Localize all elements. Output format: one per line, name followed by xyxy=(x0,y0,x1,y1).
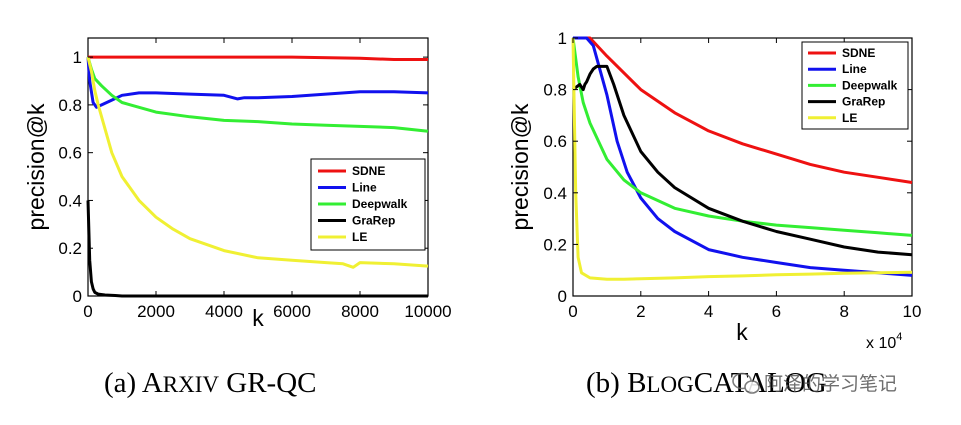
x-tick-label: 8 xyxy=(839,302,848,321)
y-axis-label: precision@k xyxy=(23,103,49,230)
y-tick-label: 1 xyxy=(73,48,82,67)
caption-b: (b) BLOGCATALOG xyxy=(586,367,827,399)
series-layer xyxy=(571,36,913,281)
x-tick-label: 2000 xyxy=(137,302,175,321)
x-ticks: 0 2000 4000 6000 8000 10000 xyxy=(83,38,452,321)
series-line-le xyxy=(86,56,429,269)
y-tick-label: 0.4 xyxy=(543,184,567,203)
series-line-line xyxy=(573,36,913,277)
y-tick-label: 0.6 xyxy=(58,144,82,163)
series-line-line xyxy=(86,56,429,109)
chart-blogcatalog: 0 2 4 6 8 10 00.20.40.60.81 k x 104 precision… xyxy=(507,29,921,352)
y-tick-label: 0.4 xyxy=(58,191,82,210)
y-ticks: 0 0.2 0.4 0.6 0.8 1 xyxy=(58,48,428,306)
x-tick-label: 2 xyxy=(636,302,645,321)
chart-arxiv: 0 2000 4000 6000 8000 10000 00.20.40.60.81 k … xyxy=(23,37,452,331)
series-line-deepwalk xyxy=(571,37,913,237)
y-tick-label: 1 xyxy=(558,29,567,48)
legend-label-le: LE xyxy=(842,111,857,125)
series-line-sdne xyxy=(573,36,913,184)
y-tick-label: 0.2 xyxy=(543,235,567,254)
plot-frame xyxy=(572,37,913,297)
x-tick-label: 8000 xyxy=(341,302,379,321)
legend-label-le: LE xyxy=(352,230,367,244)
y-tick-label: 0.8 xyxy=(58,96,82,115)
x-tick-label: 4000 xyxy=(205,302,243,321)
watermark: 阿泽的学习笔记 xyxy=(732,372,897,395)
x-multiplier-exponent: 4 xyxy=(896,331,902,343)
legend-items: SDNE Line Deepwalk GraRep LE xyxy=(318,164,408,244)
legend-label-line: Line xyxy=(352,181,377,195)
series-line-le xyxy=(571,37,913,281)
series-line-grarep xyxy=(86,200,428,298)
legend: SDNE Line Deepwalk GraRep LE xyxy=(310,158,426,251)
wechat-icon xyxy=(732,372,760,394)
x-multiplier-label: x 104 xyxy=(866,331,902,352)
x-tick-label: 0 xyxy=(568,302,577,321)
x-ticks: 0 2 4 6 8 10 xyxy=(568,38,921,321)
legend: SDNE Line Deepwalk GraRep LE xyxy=(801,41,909,130)
y-tick-label: 0 xyxy=(73,287,82,306)
x-tick-label: 6 xyxy=(772,302,781,321)
y-tick-label: 0.8 xyxy=(543,81,567,100)
legend-items: SDNE Line Deepwalk GraRep LE xyxy=(808,46,898,125)
legend-label-deepwalk: Deepwalk xyxy=(352,197,408,211)
x-multiplier-base: x 10 xyxy=(866,335,896,352)
series-line-grarep xyxy=(572,64,913,257)
legend-label-line: Line xyxy=(842,62,867,76)
y-axis-label: precision@k xyxy=(507,103,533,230)
legend-label-sdne: SDNE xyxy=(352,164,385,178)
series-line-sdne xyxy=(88,55,428,61)
y-ticks: 0 0.2 0.4 0.6 0.8 1 xyxy=(543,29,912,306)
x-tick-label: 6000 xyxy=(273,302,311,321)
x-tick-label: 10 xyxy=(903,302,922,321)
caption-a: (a) ARXIV GR-QC xyxy=(104,367,317,399)
y-tick-label: 0.6 xyxy=(543,132,567,151)
y-tick-label: 0.2 xyxy=(58,239,82,258)
legend-label-grarep: GraRep xyxy=(842,95,885,109)
x-axis-label: k xyxy=(736,319,748,345)
legend-label-grarep: GraRep xyxy=(352,214,395,228)
x-tick-label: 10000 xyxy=(404,302,451,321)
x-tick-label: 0 xyxy=(83,302,92,321)
x-axis-label: k xyxy=(252,305,264,331)
legend-label-deepwalk: Deepwalk xyxy=(842,78,898,92)
series-layer xyxy=(86,55,429,298)
watermark-text: 阿泽的学习笔记 xyxy=(764,373,897,395)
x-tick-label: 4 xyxy=(704,302,713,321)
series-line-deepwalk xyxy=(86,56,429,133)
y-tick-label: 0 xyxy=(558,287,567,306)
legend-label-sdne: SDNE xyxy=(842,46,875,60)
